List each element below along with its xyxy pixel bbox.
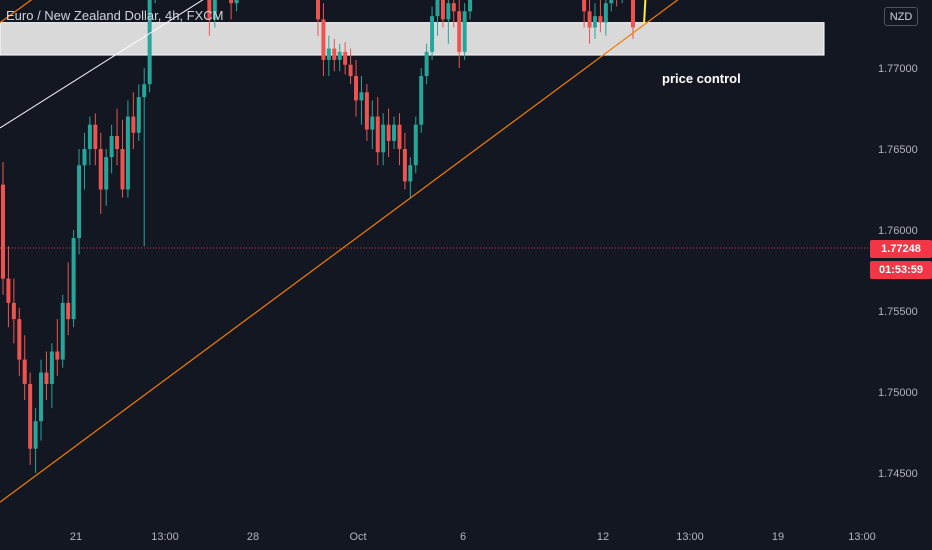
x-tick-label: 13:00 xyxy=(848,531,876,543)
candle-body xyxy=(598,16,603,23)
candle-body xyxy=(33,421,38,449)
x-tick-label: 19 xyxy=(772,531,784,543)
candle-body xyxy=(364,92,369,130)
candle-body xyxy=(229,0,234,4)
y-tick-label: 1.74500 xyxy=(878,468,918,480)
candle-body xyxy=(55,351,60,360)
channel-lower-line xyxy=(0,0,679,503)
candle-body xyxy=(462,11,467,52)
candle-body xyxy=(413,124,418,166)
candle-body xyxy=(587,11,592,28)
trend-lines xyxy=(0,0,679,503)
candle-body xyxy=(326,48,331,60)
candle-body xyxy=(82,149,87,166)
candle-body xyxy=(87,124,92,149)
candle-body xyxy=(354,76,359,101)
candle-body xyxy=(125,116,130,190)
candle-body xyxy=(147,0,152,85)
x-tick-label: 13:00 xyxy=(676,531,704,543)
x-tick-label: Oct xyxy=(349,531,366,543)
candle-body xyxy=(343,51,348,65)
candle-body xyxy=(115,136,120,149)
candle-body xyxy=(337,51,342,60)
price-axis[interactable]: 1.795001.790001.785001.780001.775001.770… xyxy=(878,0,918,550)
candle-body xyxy=(631,0,635,28)
price-control-annotation: price control xyxy=(662,71,741,86)
support-zone-rect xyxy=(0,22,825,56)
candle-body xyxy=(71,238,76,320)
candle-body xyxy=(375,116,380,153)
candle-body xyxy=(603,3,608,23)
candle-body xyxy=(381,124,386,153)
candle-body xyxy=(451,3,456,12)
candle-body xyxy=(397,124,402,149)
support-zone xyxy=(0,22,825,56)
candle-body xyxy=(402,149,407,182)
candle-body xyxy=(109,136,114,158)
time-axis[interactable]: 21 13:00 28 Oct 6 12 13:00 19 13:00 xyxy=(70,531,876,543)
candle-body xyxy=(44,372,49,384)
candle-body xyxy=(359,92,364,101)
candle-body xyxy=(424,51,429,77)
candle-body xyxy=(592,16,597,28)
last-price-label: 1.77248 xyxy=(870,240,932,258)
candle-body xyxy=(609,0,614,4)
candle-body xyxy=(386,124,391,141)
candle-body xyxy=(321,19,326,60)
candle-body xyxy=(212,0,217,20)
x-tick-label: 28 xyxy=(247,531,259,543)
candle-body xyxy=(419,76,424,125)
candle-body xyxy=(468,0,473,12)
candle-body xyxy=(93,124,98,149)
candle-body xyxy=(142,84,147,98)
candle-body xyxy=(120,149,125,190)
currency-badge[interactable]: NZD xyxy=(884,7,918,26)
candle-body xyxy=(408,165,413,182)
x-tick-label: 12 xyxy=(597,531,609,543)
candle-body xyxy=(22,359,27,384)
candle-body xyxy=(440,0,445,20)
x-tick-label: 21 xyxy=(70,531,82,543)
candle-body xyxy=(392,124,397,141)
y-tick-label: 1.75500 xyxy=(878,306,918,318)
price-control-arrow xyxy=(643,0,647,25)
candle-body xyxy=(430,16,435,52)
candle-body xyxy=(60,302,65,360)
candle-body xyxy=(1,184,5,279)
candle-body xyxy=(370,116,375,130)
y-tick-label: 1.77000 xyxy=(878,63,918,75)
candle-body xyxy=(207,0,212,20)
candle-body xyxy=(77,165,82,239)
bar-countdown-label: 01:53:59 xyxy=(870,261,932,279)
candle-body xyxy=(446,3,451,20)
candle-body xyxy=(98,149,103,190)
x-tick-label: 13:00 xyxy=(151,531,179,543)
candle-body xyxy=(11,302,16,320)
candle-body xyxy=(457,11,462,52)
y-tick-label: 1.75000 xyxy=(878,387,918,399)
candle-body xyxy=(6,278,11,303)
candle-body xyxy=(39,372,44,422)
candle-body xyxy=(104,157,109,190)
candle-body xyxy=(348,64,353,77)
candles xyxy=(1,0,635,473)
candle-body xyxy=(131,116,136,133)
candle-body xyxy=(332,48,337,60)
channel-mid-line xyxy=(0,0,204,129)
candle-body xyxy=(136,97,141,133)
candle-body xyxy=(316,0,320,20)
y-tick-label: 1.76000 xyxy=(878,225,918,237)
candle-body xyxy=(435,0,440,17)
candle-body xyxy=(28,383,33,449)
x-tick-label: 6 xyxy=(460,531,466,543)
y-tick-label: 1.76500 xyxy=(878,144,918,156)
candle-body xyxy=(17,319,22,360)
candle-body xyxy=(49,351,54,384)
candle-body xyxy=(234,0,239,4)
chart-title: Euro / New Zealand Dollar, 4h, FXCM xyxy=(6,8,224,23)
candle-body xyxy=(66,302,71,320)
candle-body xyxy=(582,0,587,12)
